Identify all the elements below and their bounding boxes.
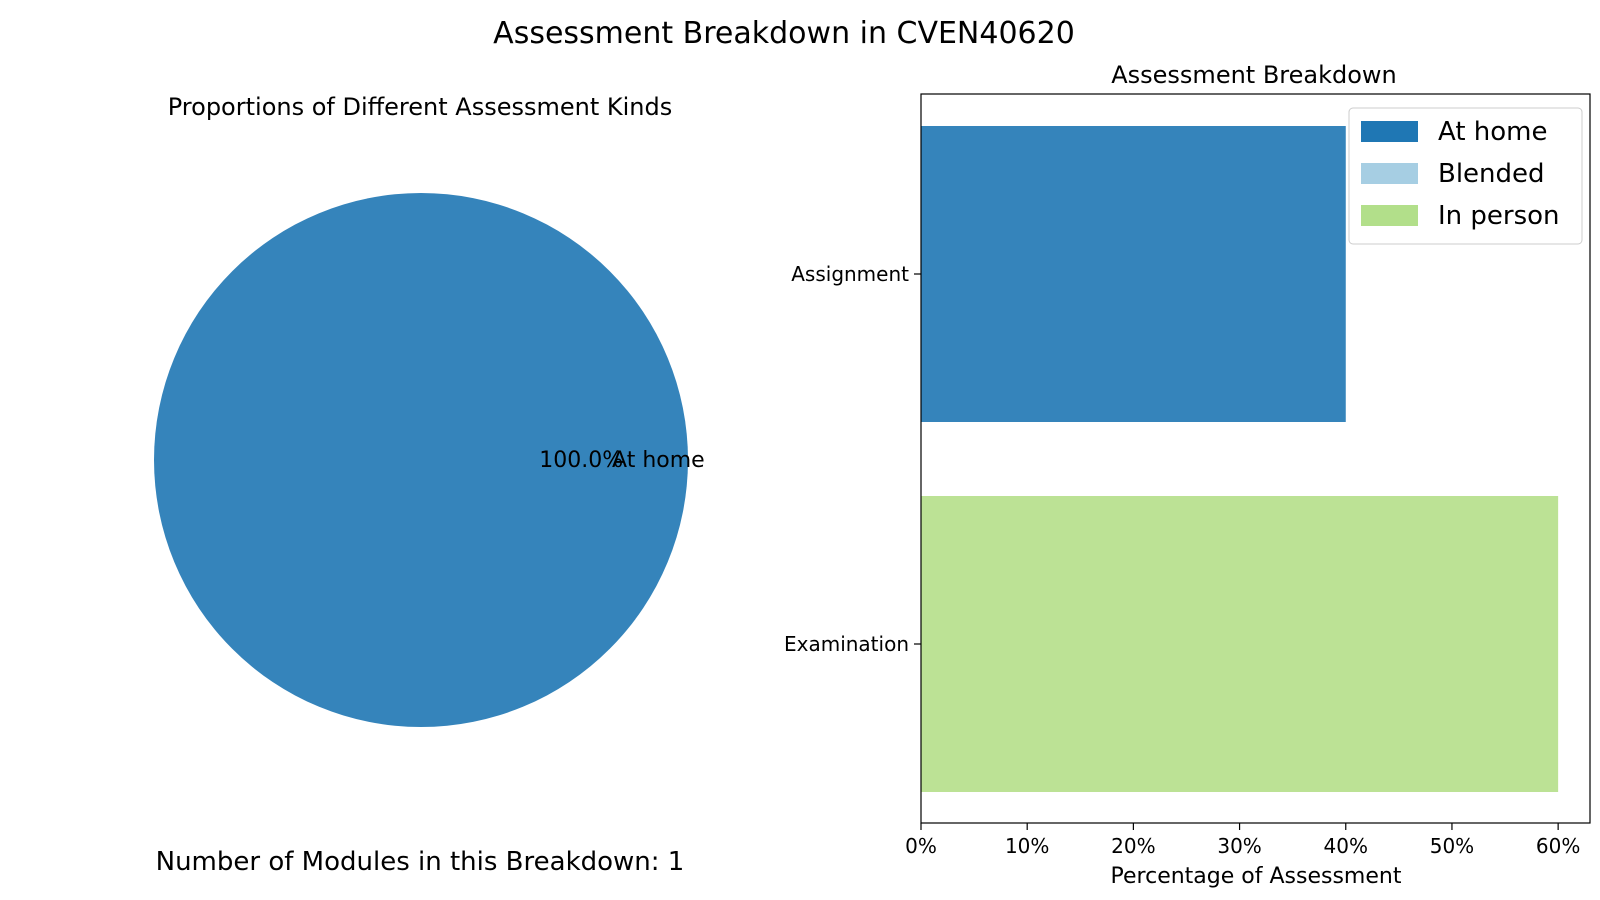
bar-assignment-at-home	[921, 126, 1346, 422]
bar-axes-frame	[920, 93, 1591, 824]
pie-title: Proportions of Different Assessment Kind…	[168, 93, 672, 121]
x-tick-label: 20%	[1111, 834, 1155, 858]
x-axis-label: Percentage of Assessment	[1111, 864, 1402, 889]
legend-swatch	[1361, 121, 1418, 142]
pie-pct-label: 100.0%	[539, 448, 623, 473]
legend-label: At home	[1438, 117, 1548, 147]
pie-footer: Number of Modules in this Breakdown: 1	[156, 847, 685, 877]
bar-title: Assessment Breakdown	[1111, 61, 1397, 89]
legend-label: In person	[1438, 201, 1560, 231]
x-tick-label: 40%	[1324, 834, 1368, 858]
legend-label: Blended	[1438, 159, 1545, 189]
pie-chart: Proportions of Different Assessment Kind…	[154, 93, 705, 877]
figure-title: Assessment Breakdown in CVEN40620	[493, 16, 1075, 51]
legend-swatch	[1361, 205, 1418, 226]
x-tick-label: 30%	[1217, 834, 1261, 858]
y-tick-label: Assignment	[791, 262, 909, 286]
bar-examination-in-person	[921, 496, 1559, 792]
legend-swatch	[1361, 163, 1418, 184]
pie-slice-label: At home	[612, 448, 705, 473]
x-tick-label: 60%	[1536, 834, 1580, 858]
x-tick-label: 0%	[905, 834, 937, 858]
y-tick-label: Examination	[784, 632, 909, 656]
legend: At home Blended In person	[1348, 107, 1583, 245]
bar-chart: Assessment Breakdown 0% 10% 20% 30% 40% 50% 60…	[784, 61, 1591, 889]
x-tick-label: 50%	[1430, 834, 1474, 858]
pie-slice	[154, 193, 688, 727]
x-tick-label: 10%	[1005, 834, 1049, 858]
